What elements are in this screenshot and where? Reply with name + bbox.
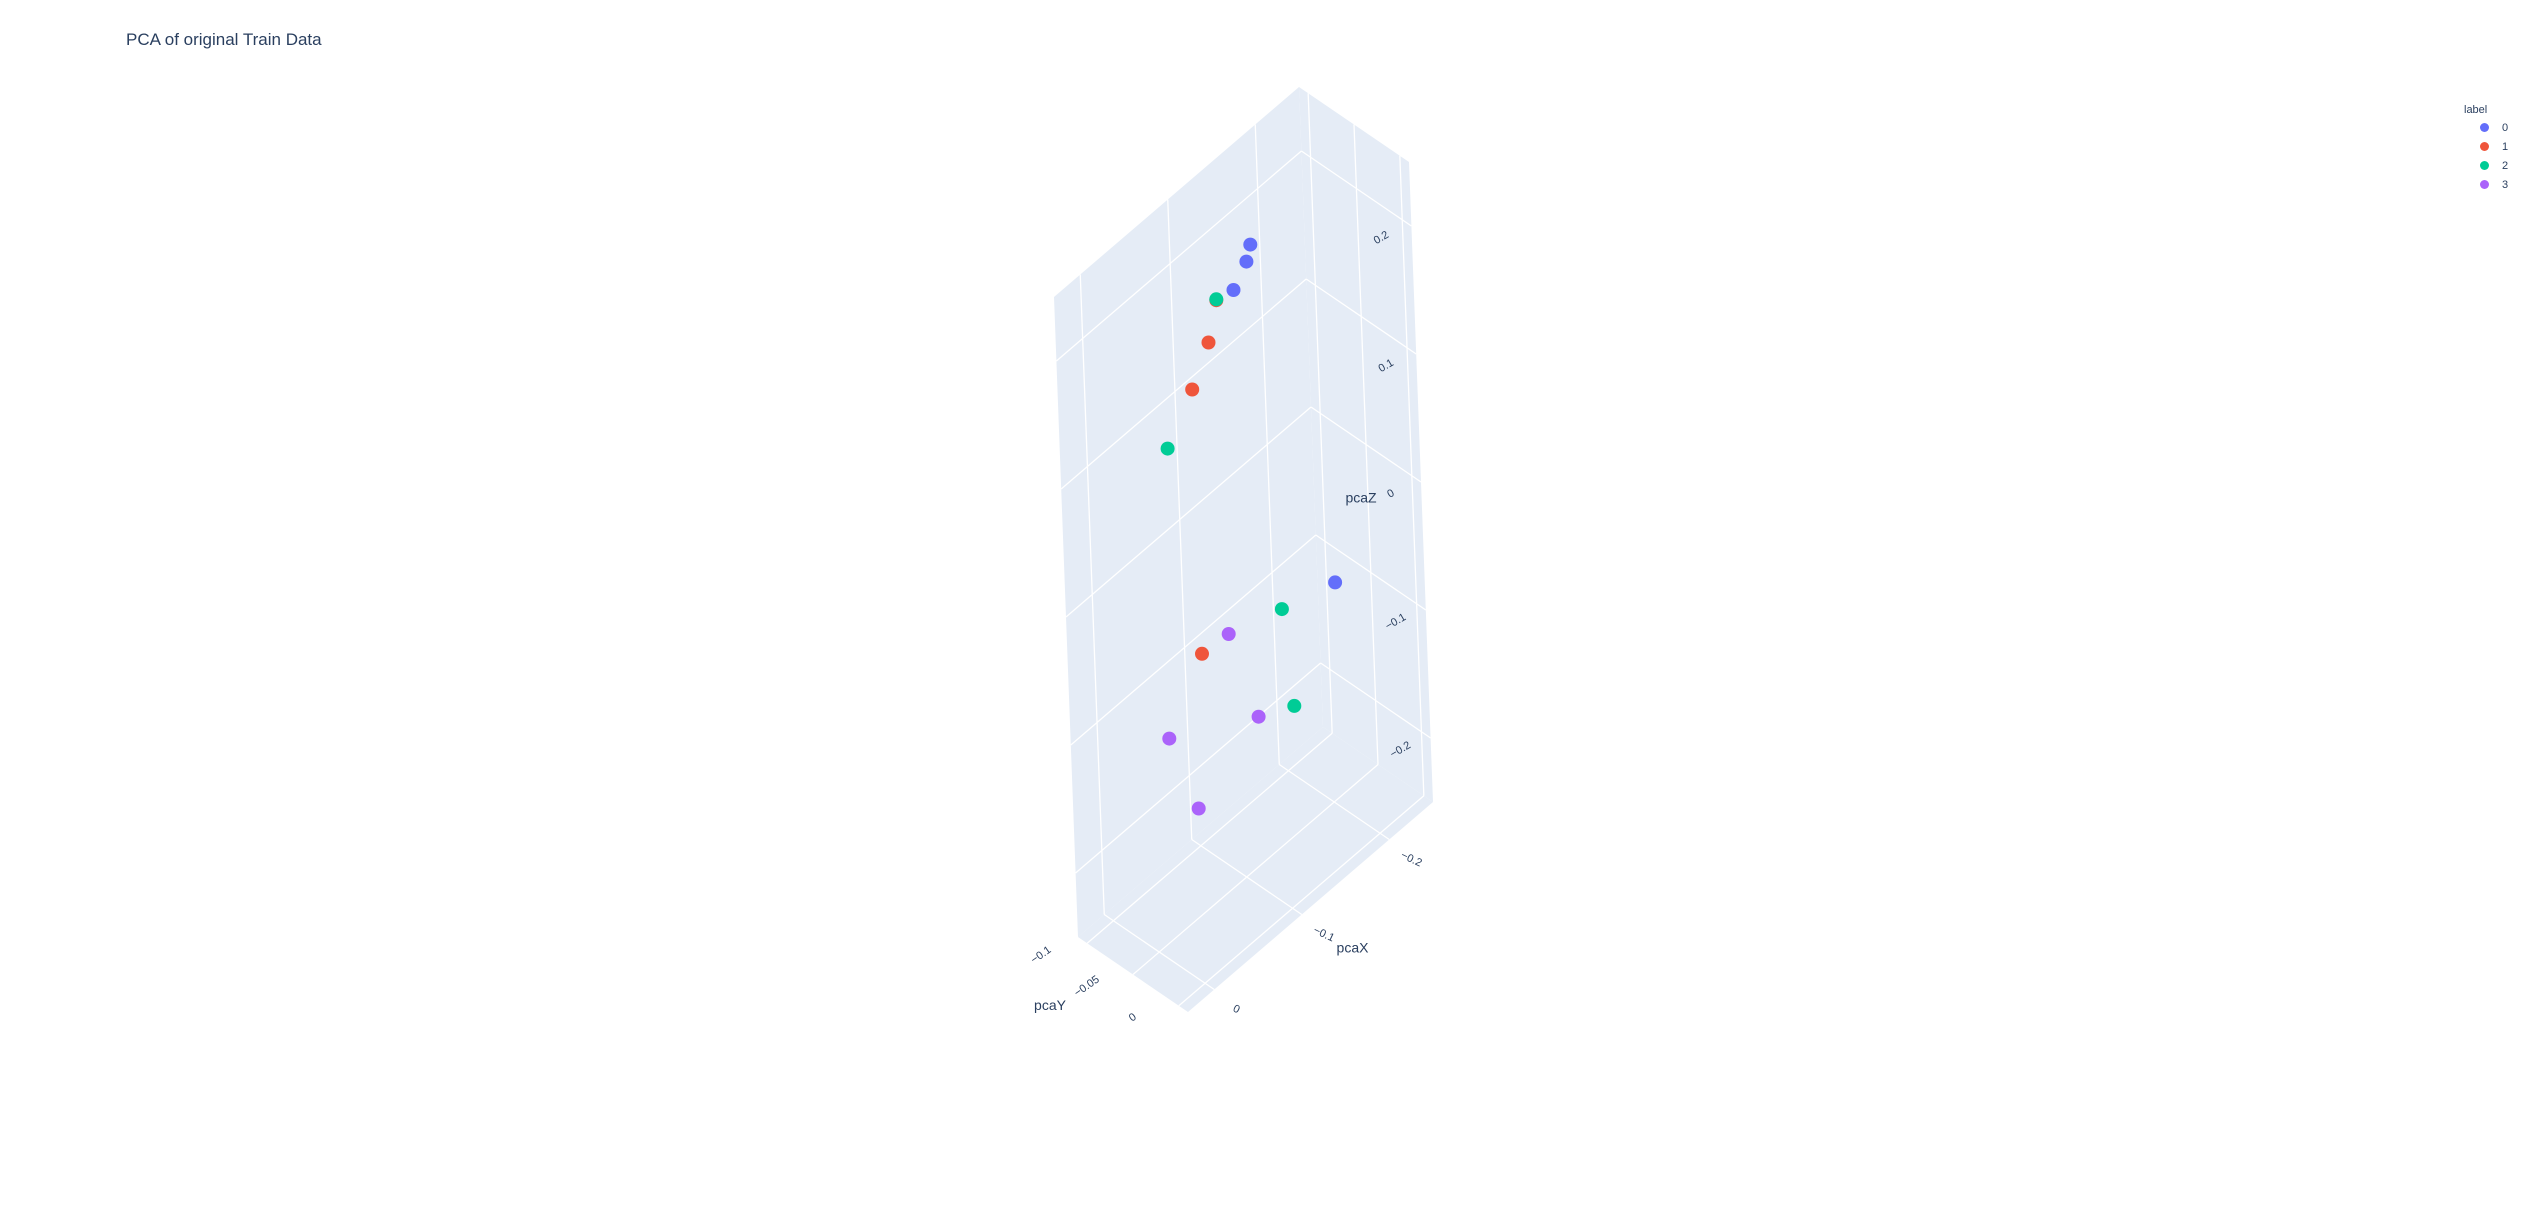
z-gridline-left [1305,278,1417,355]
legend: label 0 1 2 3 [2462,104,2508,194]
data-point-label-1[interactable] [1185,382,1200,397]
x-tick-label: 0 [1231,1003,1242,1016]
legend-title: label [2464,104,2488,116]
x-tick-label: −0.2 [1399,849,1424,869]
data-point-label-0[interactable] [1226,283,1241,297]
legend-items: 0 1 2 3 [2462,118,2508,194]
legend-item-2[interactable]: 2 [2462,156,2508,175]
legend-label: 2 [2502,159,2509,172]
x-axis-title: pcaX [1337,940,1370,956]
data-point-label-1[interactable] [1195,646,1209,661]
legend-label: 3 [2502,178,2509,191]
data-point-label-2[interactable] [1287,698,1302,713]
scene-grid [1055,93,1431,1007]
data-point-label-3[interactable] [1191,801,1206,816]
z-gridline-left [1310,406,1422,483]
data-point-label-2[interactable] [1274,602,1289,617]
legend-item-3[interactable]: 3 [2462,175,2508,194]
data-point-label-0[interactable] [1328,575,1343,590]
legend-swatch [2480,180,2489,189]
y-gridline-floor [1178,795,1425,1007]
z-axis-title: pcaZ [1345,490,1377,506]
y-axis-title: pcaY [1034,997,1067,1013]
z-gridline-left [1320,662,1431,739]
chart-title: PCA of original Train Data [126,30,322,49]
data-point-label-0[interactable] [1243,237,1258,252]
scene-points[interactable] [1160,237,1343,816]
y-tick-label: −0.05 [1072,974,1102,1000]
z-gridline-right [1055,150,1302,362]
legend-label: 1 [2502,140,2509,153]
y-gridline-floor [1086,732,1333,944]
z-tick-label: 0 [1385,487,1396,500]
data-point-label-2[interactable] [1160,441,1175,456]
z-gridline-right [1065,406,1312,618]
z-gridline-left [1301,150,1412,227]
y-tick-label: −0.1 [1029,944,1054,966]
data-point-label-0[interactable] [1239,254,1254,269]
scene-panes [1054,87,1433,1012]
z-gridline-right [1075,662,1322,874]
y-tick-label: 0 [1127,1011,1139,1024]
scene-axis-titles: pcaX pcaY pcaZ [1034,490,1377,1014]
z-gridline-right [1070,534,1317,746]
z-gridline-left [1315,534,1427,611]
data-point-label-2[interactable] [1209,292,1224,307]
legend-item-1[interactable]: 1 [2462,137,2508,156]
x-tick-label: −0.1 [1311,924,1336,944]
legend-item-0[interactable]: 0 [2462,118,2508,137]
y-gridline-floor [1132,764,1379,975]
legend-swatch [2480,142,2489,151]
data-point-label-3[interactable] [1221,627,1236,641]
data-point-label-3[interactable] [1162,731,1177,746]
legend-label: 0 [2502,121,2509,134]
z-gridline-right [1060,278,1307,490]
data-point-label-3[interactable] [1251,709,1266,724]
legend-swatch [2480,161,2489,170]
data-point-label-1[interactable] [1201,335,1216,350]
legend-swatch [2480,123,2489,132]
